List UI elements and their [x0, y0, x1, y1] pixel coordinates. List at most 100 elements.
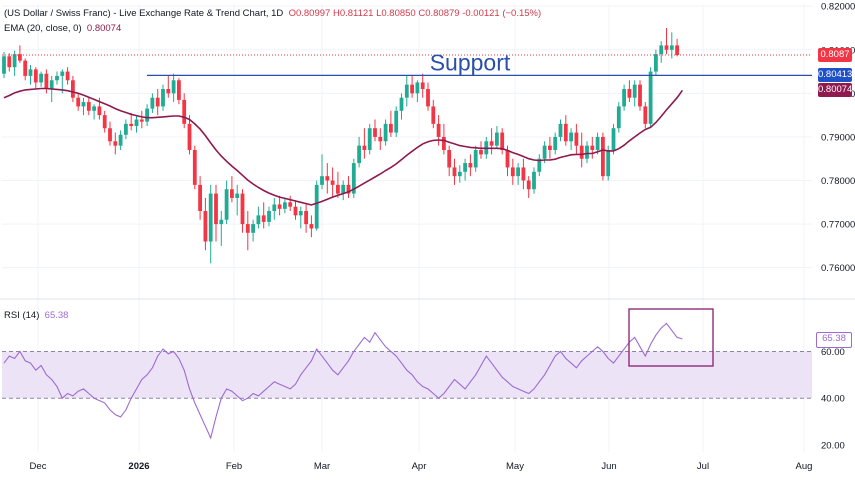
candle-body [288, 202, 293, 207]
candle [7, 53, 12, 72]
candle [500, 128, 505, 155]
candle-body [166, 88, 171, 94]
candle-body [320, 176, 324, 185]
candle-body [457, 171, 462, 177]
candle [616, 102, 621, 133]
candle-body [585, 145, 589, 159]
candle-body [489, 141, 494, 146]
candle-body [251, 224, 255, 233]
candle-body [171, 80, 176, 94]
candle [92, 104, 96, 120]
candle [155, 88, 160, 116]
candle-body [558, 123, 563, 137]
candle-body [304, 211, 308, 225]
candle-body [150, 97, 155, 109]
candle-body [240, 193, 245, 225]
candle [256, 206, 261, 229]
symbol-legend: (US Dollar / Swiss Franc) - Live Exchang… [4, 8, 541, 19]
candle [293, 200, 298, 220]
candle-body [325, 176, 330, 181]
candle-body [542, 145, 547, 159]
candle-body [314, 184, 319, 229]
candle-body [616, 106, 621, 129]
candle-body [590, 145, 595, 150]
candle [150, 93, 155, 113]
candle [108, 121, 112, 146]
candle-body [272, 204, 277, 212]
candle-body [330, 180, 335, 185]
candle [118, 130, 123, 150]
candle [33, 67, 38, 89]
candle-body [516, 167, 520, 177]
candle-body [569, 132, 573, 142]
candle-body [60, 71, 65, 76]
candle-body [2, 56, 6, 74]
candle-body [442, 136, 446, 150]
rsi-line [3, 322, 683, 440]
candle-body [134, 119, 139, 127]
candle [420, 73, 425, 98]
candle [516, 163, 520, 185]
candle-body [187, 123, 192, 150]
candle-body [139, 119, 144, 122]
candle [675, 38, 679, 57]
candle [399, 93, 404, 120]
candle [362, 128, 367, 159]
candle-body [102, 115, 107, 129]
candle [415, 80, 420, 103]
candle-body [526, 180, 531, 190]
candle [357, 136, 361, 168]
candle [426, 82, 430, 111]
candle-body [410, 84, 414, 94]
candle [383, 119, 388, 146]
candle [224, 180, 229, 225]
candle [177, 78, 181, 105]
candle [346, 176, 351, 198]
time-tick-label: Dec [30, 461, 47, 472]
candle-body [18, 54, 22, 61]
candle-body [399, 97, 404, 111]
candle-body [298, 211, 303, 216]
candle [351, 158, 356, 198]
candle-body [208, 193, 213, 242]
candle-body [452, 167, 457, 177]
candle-body [81, 102, 86, 107]
candle [304, 204, 308, 233]
candle-body [341, 184, 346, 194]
candle-body [357, 145, 361, 164]
candle-body [235, 193, 240, 198]
candle [627, 80, 632, 103]
candle-body [654, 54, 658, 72]
candle-body [267, 211, 271, 222]
time-tick-label: Apr [412, 461, 427, 472]
candle-body [192, 150, 197, 185]
candle [219, 211, 224, 246]
candle [12, 50, 17, 76]
candle [235, 184, 240, 216]
candle-body [256, 215, 261, 225]
candle [473, 145, 478, 172]
rsi-tick-label: 20.00 [821, 440, 845, 451]
candle-body [436, 123, 441, 137]
ema-series [3, 87, 684, 206]
candle-body [23, 60, 28, 76]
candle-body [118, 134, 123, 146]
candle-body [198, 184, 202, 212]
candle [267, 206, 271, 227]
candle [86, 97, 91, 116]
candle [134, 115, 139, 133]
candle [283, 197, 287, 214]
candle [452, 158, 457, 185]
candle-body [389, 123, 393, 133]
support-price-tag: 0.80413 [818, 68, 853, 83]
candle [65, 67, 70, 85]
candle-body [177, 80, 181, 100]
candle-body [55, 75, 59, 81]
candle [71, 75, 75, 103]
candle-body [521, 167, 526, 181]
candle-body [627, 88, 632, 98]
candle-body [373, 128, 377, 137]
candle-body [659, 45, 664, 55]
candle-body [601, 136, 605, 177]
